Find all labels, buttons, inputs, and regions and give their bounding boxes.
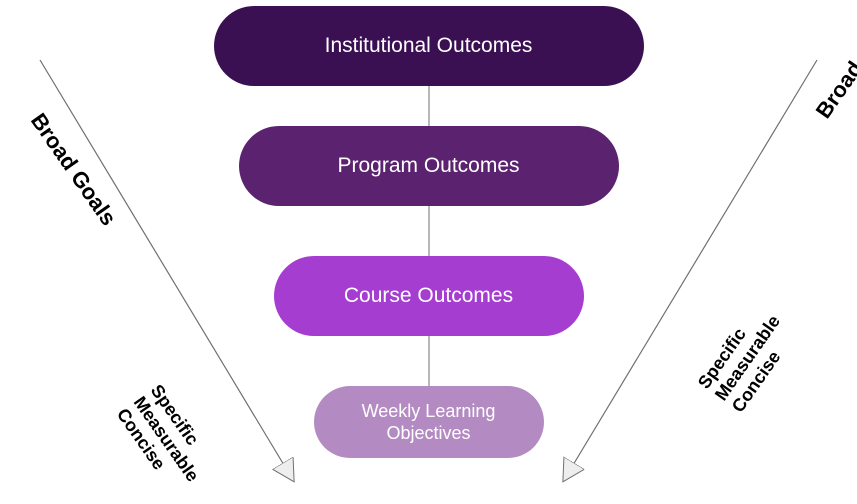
left-bottom-line-1: Specific [147,381,203,449]
right-top-label: Broad Goals [811,1,857,122]
left-arrow-line [40,60,290,475]
level-weekly-learning-objectives: Weekly Learning Objectives [314,386,544,458]
level-program-outcomes: Program Outcomes [239,126,619,206]
level-label: Weekly Learning Objectives [334,400,524,445]
connector-2 [428,206,430,256]
level-label: Institutional Outcomes [325,33,533,59]
outcomes-hierarchy-diagram: Institutional Outcomes Program Outcomes … [0,0,857,504]
left-bottom-line-3: Concise [113,405,170,474]
right-arrow-line [567,60,817,475]
right-bottom-label: Specific Measurable Concise [694,296,804,416]
left-bottom-line-2: Measurable [130,393,203,486]
right-bottom-line-3: Concise [728,347,785,416]
level-label: Course Outcomes [344,283,513,309]
connector-3 [428,336,430,386]
connector-1 [428,86,430,126]
level-course-outcomes: Course Outcomes [274,256,584,336]
level-institutional-outcomes: Institutional Outcomes [214,6,644,86]
level-label: Program Outcomes [337,153,519,179]
left-bottom-label: Specific Measurable Concise [113,381,223,501]
right-bottom-line-1: Specific [694,324,750,392]
left-top-label: Broad Goals [26,109,122,230]
right-bottom-line-2: Measurable [711,312,784,405]
